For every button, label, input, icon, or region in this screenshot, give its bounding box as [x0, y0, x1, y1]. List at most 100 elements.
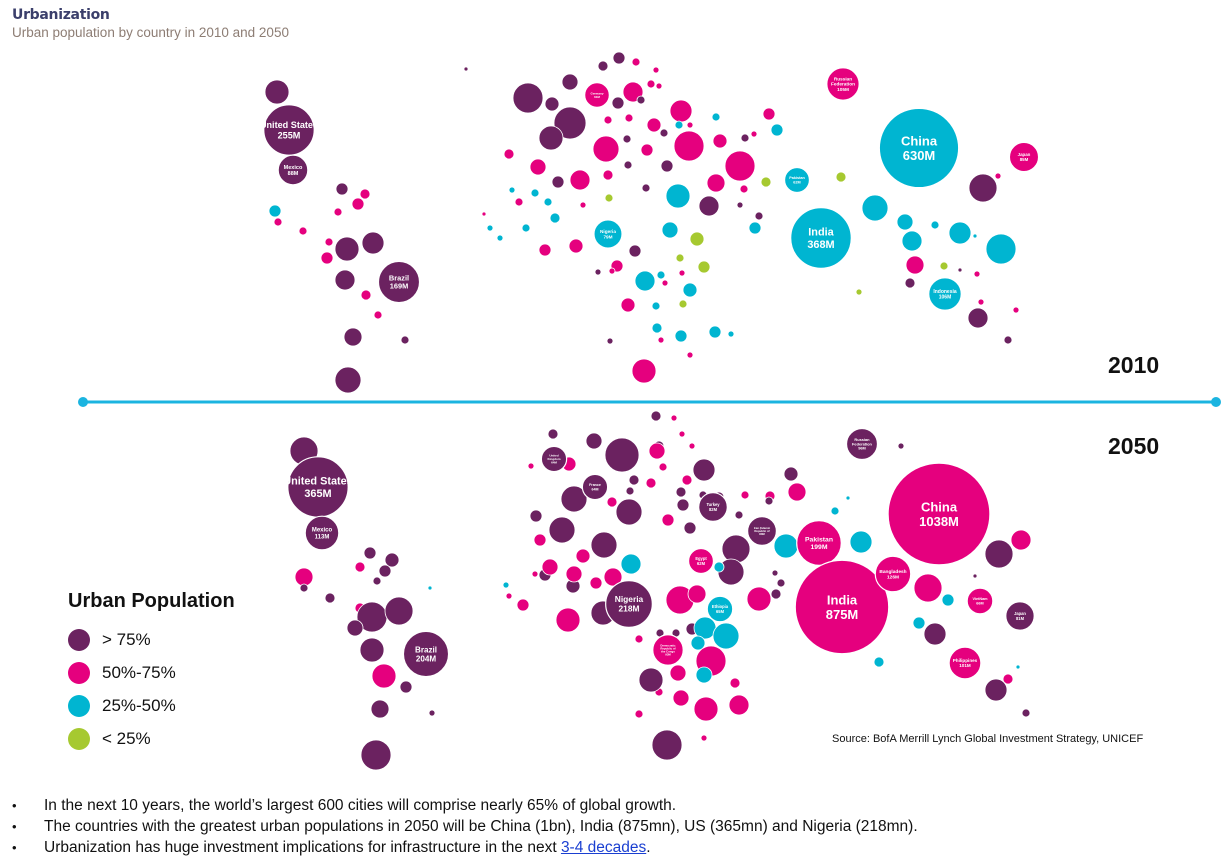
- country-2050-bubble: [783, 466, 799, 482]
- bubble-label-brazil-2050: Brazil: [415, 645, 437, 654]
- legend-title: Urban Population: [68, 590, 235, 612]
- country-2010-bubble: [711, 112, 721, 122]
- legend-item-50-75: 50%-75%: [68, 656, 235, 689]
- bubble-label-russian-federation-2010: Russian: [834, 76, 852, 81]
- country-2050-bubble: [541, 558, 559, 576]
- country-2050-bubble: [399, 680, 413, 694]
- year-label-2050: 2050: [1108, 433, 1160, 459]
- country-2010-bubble: [508, 186, 516, 194]
- country-2050-bubble: [672, 689, 690, 707]
- country-2050-bubble: [634, 634, 644, 644]
- country-2010-bubble: [553, 106, 587, 140]
- country-2050-bubble: [676, 498, 690, 512]
- country-2050-bubble: [972, 573, 978, 579]
- country-2010-bubble: [512, 82, 544, 114]
- bubble-label-france-2050: 64M: [592, 487, 599, 491]
- country-2010-bubble: [561, 73, 579, 91]
- country-2050-bubble: [606, 496, 618, 508]
- country-2010-bubble: [678, 299, 688, 309]
- bubble-label-indonesia-2010: Indonesia: [933, 289, 957, 295]
- divider-end-left: [78, 397, 88, 407]
- country-2050-bubble: [670, 414, 678, 422]
- country-2050-bubble: [912, 616, 926, 630]
- country-2010-bubble: [901, 230, 923, 252]
- country-2010-bubble: [659, 128, 669, 138]
- country-2010-bubble: [736, 201, 744, 209]
- country-2010-bubble: [994, 172, 1002, 180]
- bullet-text: Urbanization has huge investment implica…: [44, 839, 561, 856]
- country-2010-bubble: [631, 57, 641, 67]
- country-2010-bubble: [930, 220, 940, 230]
- country-2010-bubble: [689, 231, 705, 247]
- bullet-text: In the next 10 years, the world’s larges…: [44, 797, 677, 814]
- bubble-label-philippines-2050: 101M: [959, 663, 971, 668]
- decades-link[interactable]: 3-4 decades: [560, 839, 647, 856]
- bubble-china-2050: [887, 462, 991, 566]
- country-2050-bubble: [695, 666, 713, 684]
- country-2050-bubble: [590, 531, 618, 559]
- country-2050-bubble: [360, 739, 392, 771]
- country-2050-bubble: [897, 442, 905, 450]
- country-2050-bubble: [346, 619, 364, 637]
- bubble-label-turkey-2050: Turkey: [706, 502, 720, 507]
- country-2010-bubble: [651, 322, 663, 334]
- country-2050-bubble: [923, 622, 947, 646]
- country-2010-bubble: [896, 213, 914, 231]
- country-2010-bubble: [538, 243, 552, 257]
- source-note: Source: BofA Merrill Lynch Global Invest…: [832, 733, 1144, 745]
- bullet-list: • In the next 10 years, the world’s large…: [12, 795, 918, 858]
- country-2050-bubble: [849, 530, 873, 554]
- country-2010-bubble: [335, 182, 349, 196]
- country-2050-bubble: [678, 430, 686, 438]
- bubble-label-ethiopia-2050: 65M: [716, 609, 725, 614]
- country-2050-bubble: [529, 509, 543, 523]
- bullet-text: The countries with the greatest urban po…: [44, 818, 918, 835]
- country-2010-bubble: [985, 233, 1017, 265]
- country-2010-bubble: [674, 329, 688, 343]
- legend-label: < 25%: [102, 728, 151, 748]
- country-2010-bubble: [603, 115, 613, 125]
- country-2010-bubble: [623, 160, 633, 170]
- country-2010-bubble: [373, 310, 383, 320]
- bubble-label-china-2050: China: [921, 499, 958, 514]
- country-2050-bubble: [589, 576, 603, 590]
- bubble-label-united-states-2050: 365M: [304, 488, 331, 500]
- country-2010-bubble: [835, 171, 847, 183]
- bubble-label-egypt-2050: Egypt: [695, 556, 707, 561]
- bubble-label-india-2050: 875M: [826, 607, 859, 622]
- legend-item-25-50: 25%-50%: [68, 689, 235, 722]
- country-2010-bubble: [529, 158, 547, 176]
- country-2010-bubble: [939, 261, 949, 271]
- country-2010-bubble: [264, 79, 290, 105]
- country-2010-bubble: [957, 267, 963, 273]
- country-2050-bubble: [370, 699, 390, 719]
- country-2010-bubble: [646, 79, 656, 89]
- country-2050-bubble: [734, 510, 744, 520]
- country-2050-bubble: [764, 496, 774, 506]
- country-2010-bubble: [748, 221, 762, 235]
- bubble-egypt-2050: [687, 547, 715, 575]
- country-2010-bubble: [602, 169, 614, 181]
- country-2010-bubble: [538, 125, 564, 151]
- country-2010-bubble: [750, 130, 758, 138]
- bubble-label-france-2050: France: [589, 483, 601, 487]
- bubble-label-ethiopia-2050: Ethiopia: [712, 604, 729, 609]
- country-2010-bubble: [463, 66, 469, 72]
- country-2010-bubble: [544, 96, 560, 112]
- country-2050-bubble: [913, 573, 943, 603]
- bubble-label-egypt-2050: 62M: [697, 561, 706, 566]
- country-2050-bubble: [1002, 673, 1014, 685]
- bubble-label-vietnam-2050: 66M: [976, 602, 983, 606]
- bubble-pakistan-2010: [783, 166, 811, 194]
- legend-item-under25: < 25%: [68, 722, 235, 755]
- bubble-india-2050: [794, 559, 890, 655]
- country-2010-bubble: [606, 337, 614, 345]
- country-2010-bubble: [686, 121, 694, 129]
- country-2050-bubble: [324, 592, 336, 604]
- country-2010-bubble: [549, 212, 561, 224]
- country-2050-bubble: [505, 592, 513, 600]
- country-2010-bubble: [503, 148, 515, 160]
- country-2050-bubble: [650, 410, 662, 422]
- bubble-label-russian-federation-2050: Federation: [852, 441, 873, 446]
- country-2010-bubble: [669, 99, 693, 123]
